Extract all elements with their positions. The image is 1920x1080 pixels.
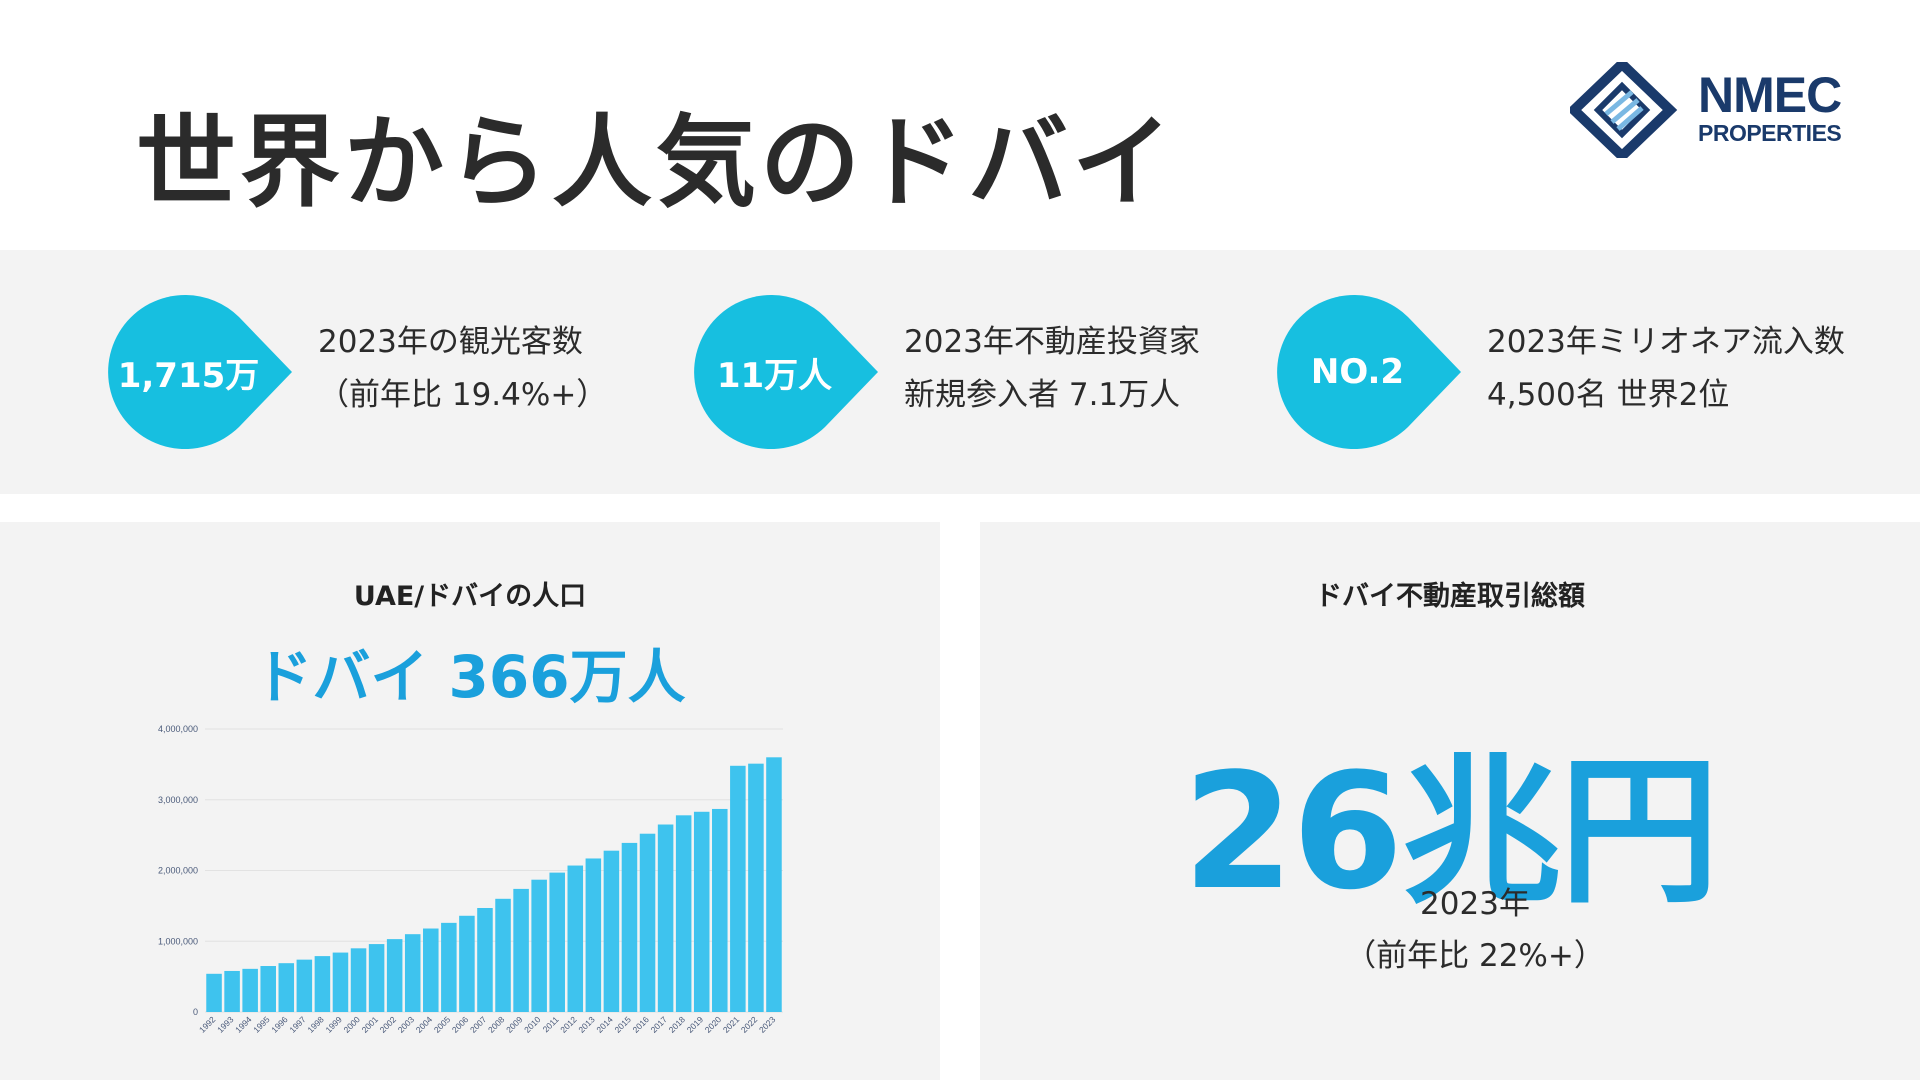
bar-2010 bbox=[531, 879, 547, 1012]
stat-sublabel: 新規参入者 7.1万人 bbox=[904, 377, 1181, 413]
population-chart: 0 1,000,000 2,000,000 3,000,000 4,000,000 199… bbox=[158, 724, 783, 1035]
y-tick-label: 4,000,000 bbox=[158, 724, 198, 734]
stat-label: 2023年ミリオネア流入数 bbox=[1487, 324, 1845, 360]
x-tick-label: 2002 bbox=[378, 1014, 399, 1035]
population-title: UAE/ドバイの人口 bbox=[353, 581, 587, 612]
teardrop-icon bbox=[694, 294, 878, 449]
bar-2021 bbox=[730, 765, 746, 1012]
stat-value: NO.2 bbox=[1310, 352, 1405, 392]
teardrop-icon bbox=[108, 294, 292, 449]
bar-2018 bbox=[675, 815, 692, 1012]
x-tick-label: 2006 bbox=[450, 1014, 471, 1035]
stat-sublabel: 4,500名 世界2位 bbox=[1487, 377, 1730, 413]
x-tick-label: 1993 bbox=[215, 1014, 236, 1035]
bar-2014 bbox=[603, 850, 620, 1012]
stat-bubble: 11万人 bbox=[692, 292, 882, 452]
stats-band: 1,715万 2023年の観光客数 （前年比 19.4%+） 11万人 2023… bbox=[0, 250, 1920, 494]
bar-2023 bbox=[766, 757, 782, 1012]
bar-2003 bbox=[404, 934, 421, 1012]
company-logo[interactable]: NMEC PROPERTIES bbox=[1570, 62, 1850, 158]
x-tick-label: 1999 bbox=[323, 1014, 344, 1035]
x-tick-label: 1998 bbox=[305, 1014, 326, 1035]
x-tick-label: 2019 bbox=[685, 1014, 706, 1035]
transactions-panel: ドバイ不動産取引総額 26兆円 2023年 （前年比 22%+） bbox=[980, 522, 1920, 1080]
x-tick-label: 2023 bbox=[757, 1014, 778, 1035]
x-tick-label: 2010 bbox=[522, 1014, 543, 1035]
x-tick-label: 2012 bbox=[558, 1014, 579, 1035]
stat-sublabel: （前年比 19.4%+） bbox=[318, 377, 608, 413]
x-tick-label: 2015 bbox=[612, 1014, 633, 1035]
transactions-amount: 26兆円 bbox=[1182, 738, 1720, 925]
bar-2020 bbox=[712, 808, 728, 1012]
y-tick-label: 1,000,000 bbox=[158, 936, 198, 946]
logo-mark-icon bbox=[1570, 62, 1678, 158]
x-tick-label: 2020 bbox=[703, 1014, 724, 1035]
x-tick-label: 2001 bbox=[360, 1014, 381, 1035]
stat-value: 1,715万 bbox=[117, 355, 260, 396]
x-tick-label: 2014 bbox=[594, 1014, 615, 1035]
x-tick-label: 2017 bbox=[649, 1014, 670, 1035]
x-tick-label: 2021 bbox=[721, 1014, 742, 1035]
bar-1993 bbox=[224, 970, 240, 1012]
bar-2000 bbox=[350, 948, 367, 1012]
transactions-growth: （前年比 22%+） bbox=[1345, 938, 1605, 974]
x-tick-label: 2004 bbox=[414, 1014, 435, 1035]
bar-2012 bbox=[567, 865, 584, 1012]
bar-2004 bbox=[423, 928, 439, 1012]
bar-2008 bbox=[495, 898, 511, 1012]
y-tick-label: 2,000,000 bbox=[158, 866, 198, 876]
x-tick-label: 2003 bbox=[396, 1014, 417, 1035]
y-tick-label: 0 bbox=[193, 1007, 198, 1017]
stat-value: 11万人 bbox=[716, 355, 833, 396]
bar-2013 bbox=[585, 858, 602, 1012]
bar-1996 bbox=[278, 963, 295, 1012]
x-tick-label: 2013 bbox=[576, 1014, 597, 1035]
bar-2009 bbox=[513, 888, 529, 1012]
teardrop-icon bbox=[1277, 294, 1461, 449]
population-headline: ドバイ 366万人 bbox=[254, 643, 686, 711]
x-tick-label: 1997 bbox=[287, 1014, 308, 1035]
population-panel: UAE/ドバイの人口 ドバイ 366万人 0 1,000,000 2,000,000… bbox=[0, 522, 940, 1080]
x-tick-label: 1994 bbox=[233, 1014, 254, 1035]
x-tick-label: 1995 bbox=[251, 1014, 272, 1035]
bar-1994 bbox=[242, 968, 258, 1012]
transactions-title: ドバイ不動産取引総額 bbox=[1315, 581, 1585, 612]
x-tick-label: 2008 bbox=[486, 1014, 507, 1035]
bar-2006 bbox=[459, 915, 475, 1012]
y-tick-label: 3,000,000 bbox=[158, 795, 198, 805]
bar-2016 bbox=[639, 833, 656, 1012]
logo-subname: PROPERTIES bbox=[1698, 120, 1842, 146]
stat-label: 2023年の観光客数 bbox=[318, 324, 583, 360]
bar-1999 bbox=[332, 952, 349, 1012]
x-tick-label: 2018 bbox=[667, 1014, 688, 1035]
x-tick-label: 1996 bbox=[269, 1014, 290, 1035]
x-tick-label: 2005 bbox=[432, 1014, 453, 1035]
x-tick-label: 1992 bbox=[197, 1014, 218, 1035]
x-tick-label: 2022 bbox=[739, 1014, 760, 1035]
page-title: 世界から人気のドバイ bbox=[136, 104, 1176, 221]
bar-2019 bbox=[693, 811, 710, 1012]
bar-2022 bbox=[748, 763, 764, 1012]
stat-label: 2023年不動産投資家 bbox=[904, 324, 1200, 360]
transactions-year: 2023年 bbox=[1420, 886, 1530, 922]
bar-1997 bbox=[296, 959, 313, 1012]
x-tick-label: 2009 bbox=[504, 1014, 525, 1035]
x-tick-label: 2016 bbox=[630, 1014, 651, 1035]
bar-2011 bbox=[549, 872, 565, 1012]
bar-1992 bbox=[206, 973, 222, 1012]
bar-1995 bbox=[260, 966, 276, 1012]
bar-2015 bbox=[621, 842, 638, 1012]
bar-2002 bbox=[386, 939, 403, 1012]
x-tick-label: 2007 bbox=[468, 1014, 489, 1035]
bar-2017 bbox=[657, 824, 674, 1012]
stat-bubble: 1,715万 bbox=[106, 292, 296, 452]
bar-1998 bbox=[314, 956, 331, 1012]
x-tick-label: 2000 bbox=[341, 1014, 362, 1035]
bar-2007 bbox=[477, 907, 493, 1012]
x-tick-label: 2011 bbox=[541, 1014, 561, 1034]
logo-name: NMEC bbox=[1698, 67, 1842, 123]
bar-2005 bbox=[441, 922, 457, 1012]
bar-2001 bbox=[368, 944, 385, 1012]
stat-bubble: NO.2 bbox=[1275, 292, 1465, 452]
